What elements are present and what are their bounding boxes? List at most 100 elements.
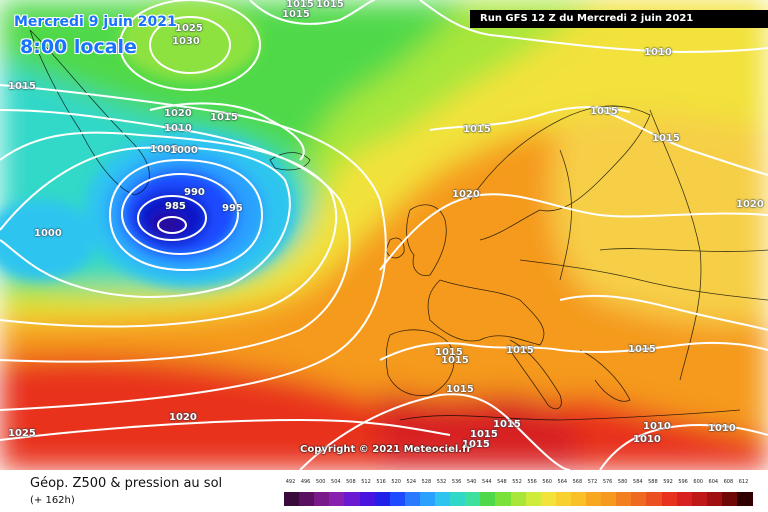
legend-tick-label: 548 — [497, 479, 507, 485]
legend-swatch — [374, 492, 391, 506]
legend-tick-label: 564 — [557, 479, 568, 485]
isobar-label: 995 — [222, 203, 243, 214]
isobar-label: 1010 — [644, 47, 672, 58]
color-legend: 492 496 500 504 508 512 516 520 524 528 532 536 540 5… — [284, 478, 753, 506]
isobar-label: 1020 — [452, 189, 480, 200]
legend-swatch — [314, 492, 330, 506]
legend-swatch — [359, 492, 376, 506]
legend-swatch — [631, 492, 647, 506]
legend-bar — [284, 492, 753, 506]
geopotential-map: 1025 1030 1015 1015 1015 1015 1020 1015 1010 1005… — [0, 0, 768, 470]
legend-swatch — [344, 492, 360, 506]
legend-swatch — [435, 492, 451, 506]
legend-tick-label: 528 — [421, 479, 432, 485]
isobar-1020-europe — [379, 193, 768, 271]
legend-swatch — [299, 492, 315, 506]
legend-tick-label: 524 — [406, 479, 417, 485]
isobar-1015-south — [299, 393, 571, 470]
legend-swatch — [706, 492, 723, 506]
legend-tick-label: 552 — [512, 479, 522, 485]
isobar-label: 1015 — [506, 345, 534, 356]
isobar-label: 1015 — [316, 0, 344, 10]
russia-border — [649, 109, 702, 381]
legend-tick-label: 588 — [648, 479, 658, 485]
legend-tick-label: 604 — [708, 479, 719, 485]
iberia-coast — [385, 329, 455, 397]
isobar-1030 — [149, 16, 231, 74]
isobar-1015-west — [0, 84, 387, 411]
isobar-label: 1010 — [164, 123, 192, 134]
legend-tick-label: 500 — [315, 479, 326, 485]
legend-swatch — [525, 492, 542, 506]
legend-swatch — [284, 492, 300, 506]
legend-swatch — [510, 492, 527, 506]
legend-tick-label: 596 — [678, 479, 688, 485]
isobar-1020-north — [149, 102, 305, 161]
isobar-1015-east — [599, 109, 768, 176]
legend-tick-label: 556 — [527, 479, 537, 485]
balkans-coast — [579, 349, 631, 402]
isobar-label: 1010 — [633, 434, 661, 445]
isobar-label: 1015 — [470, 429, 498, 440]
isobar-label: 1005 — [150, 144, 178, 155]
isobar-lines — [0, 0, 768, 470]
legend-tick-label: 584 — [633, 479, 643, 485]
legend-swatch — [555, 492, 572, 506]
legend-labels: 492 496 500 504 508 512 516 520 524 528 532 536 540 5… — [284, 478, 752, 488]
legend-swatch — [450, 492, 466, 506]
footer: Géop. Z500 & pression au sol (+ 162h) 49… — [0, 470, 768, 512]
legend-swatch — [721, 492, 738, 506]
isobar-1015-north-sea — [429, 106, 631, 131]
isobar-995 — [109, 158, 264, 272]
isobar-1000 — [0, 146, 291, 298]
copyright: Copyright © 2021 Meteociel.fr — [300, 444, 472, 455]
legend-swatch — [540, 492, 557, 506]
isobar-1015-top — [249, 0, 376, 25]
iceland-coast — [269, 152, 311, 171]
isobar-990 — [121, 173, 239, 255]
field-light-orange — [552, 111, 768, 324]
legend-tick-label: 492 — [285, 479, 296, 485]
legend-tick-label: 580 — [617, 479, 628, 485]
run-banner: Run GFS 12 Z du Mercredi 2 juin 2021 — [470, 10, 768, 28]
legend-swatch — [691, 492, 708, 506]
legend-tick-label: 560 — [542, 479, 552, 485]
isobar-1015-central — [559, 294, 768, 331]
legend-tick-label: 568 — [572, 479, 583, 485]
legend-tick-label: 512 — [361, 479, 371, 485]
isobar-label: 1015 — [8, 81, 36, 92]
legend-tick-label: 516 — [376, 479, 386, 485]
field-dark-red — [380, 390, 580, 470]
france-coast — [427, 279, 545, 346]
greenland-coast — [29, 29, 150, 196]
legend-tick-label: 504 — [331, 479, 341, 485]
ireland-coast — [385, 237, 405, 259]
isobar-label: 1015 — [462, 439, 490, 450]
isobar-980 — [157, 216, 187, 234]
isobar-label: 1015 — [446, 384, 474, 395]
isobar-label: 1015 — [628, 344, 656, 355]
isobar-label: 1015 — [286, 0, 314, 10]
isobar-label: 1030 — [172, 36, 200, 47]
isobar-label: 1010 — [708, 423, 736, 434]
legend-tick-label: 600 — [693, 479, 703, 485]
legend-swatch — [737, 492, 753, 506]
legend-tick-label: 536 — [451, 479, 462, 485]
legend-tick-label: 612 — [738, 479, 749, 485]
isobar-label: 985 — [165, 201, 186, 212]
product-title: Géop. Z500 & pression au sol — [30, 476, 223, 491]
legend-tick-label: 520 — [391, 479, 401, 485]
legend-swatch — [586, 492, 602, 506]
isobar-label: 1015 — [210, 112, 238, 123]
legend-tick-label: 532 — [436, 479, 447, 485]
forecast-time: 8:00 locale — [20, 36, 137, 58]
isobar-label: 1015 — [441, 355, 469, 366]
isobar-1010 — [0, 109, 351, 363]
baltic-border — [559, 149, 572, 281]
isobar-1015-med — [379, 341, 768, 361]
isobar-label: 1020 — [736, 199, 764, 210]
isobar-label: 990 — [184, 187, 205, 198]
legend-tick-label: 540 — [466, 479, 477, 485]
isobar-label: 1015 — [435, 347, 463, 358]
legend-swatch — [404, 492, 421, 506]
